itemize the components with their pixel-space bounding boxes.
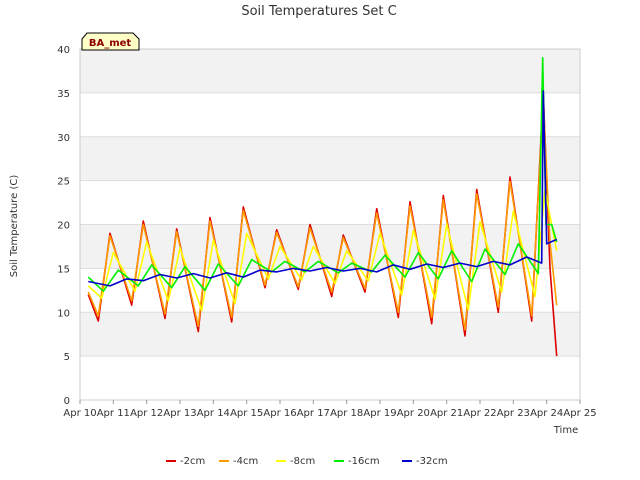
series-lines [87, 57, 558, 357]
badge-shape [81, 32, 140, 51]
plot-border [79, 48, 581, 401]
y-axis-label: Soil Temperature (C) [9, 175, 20, 278]
x-tick-label: Apr 17 [297, 408, 330, 419]
x-tick-label: Apr 24 [530, 408, 563, 419]
x-tick-label: Apr 22 [463, 408, 496, 419]
legend-label: -8cm [290, 456, 315, 467]
x-tick-label: Apr 11 [97, 408, 130, 419]
y-axis: 0 5 10 15 20 25 30 35 40 [57, 45, 70, 407]
x-tick-label: Apr 23 [497, 408, 530, 419]
y-tick-label: 30 [57, 133, 70, 144]
y-tick-label: 40 [57, 45, 70, 56]
x-axis: Apr 10 Apr 11 Apr 12 Apr 13 Apr 14 Apr 15 Apr … [63, 400, 597, 419]
series-line-32cm [88, 90, 558, 287]
x-tick-label: Apr 18 [330, 408, 363, 419]
badge: BA_met [81, 32, 140, 51]
badge-label: BA_met [89, 38, 132, 49]
plot-bands [80, 49, 580, 357]
plot-band [80, 312, 580, 357]
x-tick-label: Apr 25 [563, 408, 596, 419]
series-line-8cm [87, 188, 558, 312]
plot-band [80, 136, 580, 181]
y-tick-label: 15 [57, 264, 70, 275]
legend-label: -2cm [180, 456, 205, 467]
x-tick-label: Apr 12 [130, 408, 163, 419]
y-tick-label: 35 [57, 89, 70, 100]
plot-band [80, 49, 580, 93]
x-tick-label: Apr 21 [430, 408, 463, 419]
x-axis-label: Time [553, 425, 578, 436]
x-tick-label: Apr 14 [197, 408, 230, 419]
plot-band [80, 224, 580, 269]
legend-label: -32cm [416, 456, 448, 467]
x-tick-label: Apr 16 [263, 408, 296, 419]
x-tick-label: Apr 20 [397, 408, 430, 419]
x-tick-label: Apr 15 [230, 408, 263, 419]
x-tick-label: Apr 13 [163, 408, 196, 419]
series-line-16cm [87, 57, 558, 292]
y-tick-label: 20 [57, 221, 70, 232]
y-tick-label: 10 [57, 308, 70, 319]
series-line-4cm [87, 100, 558, 331]
chart-title: Soil Temperatures Set C [241, 4, 396, 19]
series-line-2cm [87, 92, 558, 357]
legend-label: -4cm [233, 456, 258, 467]
x-tick-label: Apr 19 [363, 408, 396, 419]
legend-label: -16cm [348, 456, 380, 467]
legend: -2cm -4cm -8cm -16cm -32cm [166, 456, 448, 467]
y-tick-label: 5 [64, 352, 70, 363]
y-tick-label: 0 [64, 396, 70, 407]
y-tick-label: 25 [57, 177, 70, 188]
x-tick-label: Apr 10 [63, 408, 96, 419]
